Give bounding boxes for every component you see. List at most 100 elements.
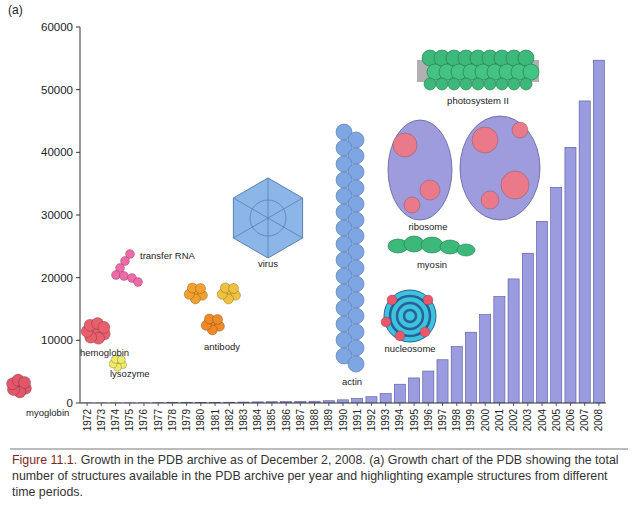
x-tick bbox=[143, 403, 144, 406]
x-tick-label: 1984 bbox=[252, 409, 263, 432]
annotation: actin bbox=[342, 376, 362, 387]
x-tick bbox=[314, 403, 315, 406]
annotation: myoglobin bbox=[26, 407, 69, 418]
blob bbox=[112, 271, 121, 280]
x-tick-label: 1972 bbox=[82, 409, 93, 432]
y-tick-label: 0 bbox=[67, 397, 73, 409]
bar bbox=[394, 384, 405, 403]
x-tick bbox=[485, 403, 486, 406]
x-tick bbox=[343, 403, 344, 406]
blob bbox=[134, 278, 143, 287]
blob bbox=[395, 331, 405, 341]
bar bbox=[536, 221, 547, 403]
bar bbox=[352, 399, 363, 403]
x-tick-label: 2001 bbox=[494, 409, 505, 432]
x-tick-label: 2000 bbox=[480, 409, 491, 432]
y-tick-label: 30000 bbox=[41, 209, 73, 221]
x-tick bbox=[115, 403, 116, 406]
x-tick bbox=[598, 403, 599, 406]
blob bbox=[388, 120, 452, 220]
x-tick bbox=[286, 403, 287, 406]
x-tick-label: 2007 bbox=[579, 409, 590, 432]
blob bbox=[448, 78, 460, 90]
x-tick-label: 1989 bbox=[323, 409, 334, 432]
x-tick bbox=[328, 403, 329, 406]
blob bbox=[404, 310, 416, 322]
x-tick-label: 1973 bbox=[96, 409, 107, 432]
x-tick-label: 1974 bbox=[110, 409, 121, 432]
x-tick bbox=[357, 403, 358, 406]
blob bbox=[19, 376, 31, 388]
blob bbox=[397, 303, 423, 329]
x-tick bbox=[243, 403, 244, 406]
x-tick bbox=[414, 403, 415, 406]
caption: Figure 11.1. Growth in the PDB archive a… bbox=[12, 452, 626, 500]
bar bbox=[522, 253, 533, 403]
x-tick-label: 1977 bbox=[153, 409, 164, 432]
virus-edge bbox=[250, 200, 286, 236]
blob bbox=[421, 237, 443, 253]
bar bbox=[380, 394, 391, 403]
x-tick bbox=[399, 403, 400, 406]
bar bbox=[366, 397, 377, 403]
x-tick bbox=[527, 403, 528, 406]
x-tick-label: 2003 bbox=[522, 409, 533, 432]
annotation: ribosome bbox=[408, 221, 447, 232]
blob bbox=[460, 78, 472, 90]
x-tick-label: 1997 bbox=[437, 409, 448, 432]
x-tick bbox=[158, 403, 159, 406]
x-tick-label: 1979 bbox=[181, 409, 192, 432]
x-tick bbox=[584, 403, 585, 406]
blob bbox=[229, 284, 239, 294]
blob bbox=[472, 78, 484, 90]
x-tick-label: 1994 bbox=[394, 409, 405, 432]
x-tick bbox=[129, 403, 130, 406]
x-tick bbox=[215, 403, 216, 406]
y-tick bbox=[76, 89, 80, 90]
x-tick bbox=[172, 403, 173, 406]
bar bbox=[565, 147, 576, 403]
x-tick-label: 1992 bbox=[366, 409, 377, 432]
x-tick-label: 1981 bbox=[210, 409, 221, 432]
caption-rule bbox=[10, 449, 628, 450]
blob bbox=[501, 171, 529, 199]
x-tick-label: 1988 bbox=[309, 409, 320, 432]
blob bbox=[213, 315, 223, 325]
blob bbox=[420, 180, 440, 200]
blob bbox=[481, 191, 499, 209]
blob bbox=[98, 321, 110, 333]
illustration bbox=[388, 236, 475, 256]
x-tick-label: 1978 bbox=[167, 409, 178, 432]
x-tick-label: 1990 bbox=[338, 409, 349, 432]
blob bbox=[472, 127, 498, 153]
x-tick-label: 2006 bbox=[565, 409, 576, 432]
illustration bbox=[417, 50, 539, 90]
x-tick bbox=[271, 403, 272, 406]
y-tick bbox=[76, 152, 80, 153]
annotation: myosin bbox=[417, 259, 447, 270]
annotation: photosystem II bbox=[447, 95, 509, 106]
blob bbox=[484, 78, 496, 90]
caption-label: Figure 11.1. bbox=[12, 453, 77, 467]
caption-text: Growth in the PDB archive as of December… bbox=[12, 453, 619, 499]
blob bbox=[196, 284, 206, 294]
virus-edge bbox=[268, 178, 269, 218]
blob bbox=[384, 290, 436, 342]
bar bbox=[508, 279, 519, 403]
blob bbox=[436, 78, 448, 90]
x-tick bbox=[428, 403, 429, 406]
annotation: hemoglobin bbox=[80, 347, 129, 358]
x-tick-label: 1987 bbox=[295, 409, 306, 432]
virus-edge bbox=[268, 218, 269, 258]
illustration bbox=[381, 290, 436, 342]
x-tick bbox=[542, 403, 543, 406]
annotation: lysozyme bbox=[110, 368, 150, 379]
x-tick-label: 2008 bbox=[593, 409, 604, 432]
blob bbox=[420, 327, 430, 337]
y-tick bbox=[76, 277, 80, 278]
blob bbox=[404, 197, 420, 213]
blob bbox=[508, 78, 520, 90]
bar bbox=[451, 347, 462, 403]
x-tick bbox=[513, 403, 514, 406]
blob bbox=[496, 78, 508, 90]
